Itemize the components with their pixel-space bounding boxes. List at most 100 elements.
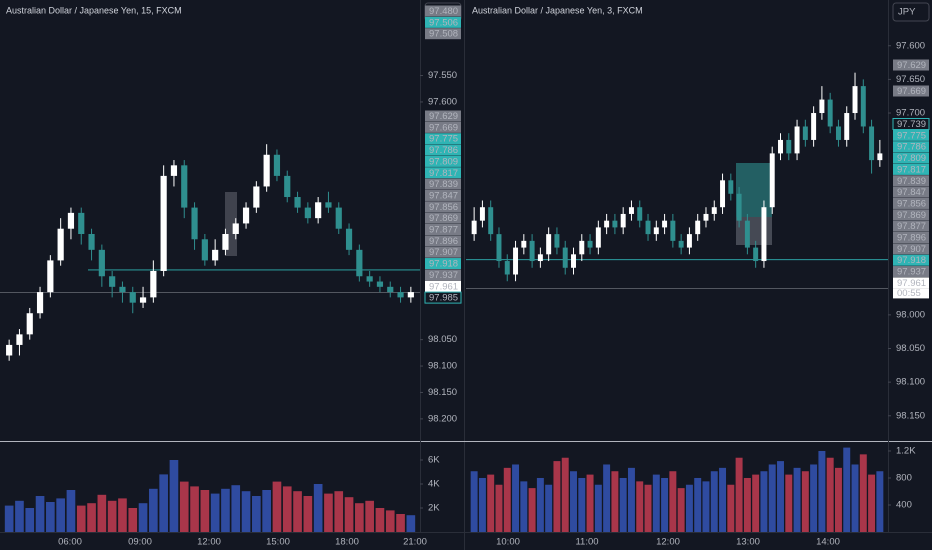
candle-body xyxy=(356,249,363,277)
candle-body xyxy=(869,126,875,161)
volume-bar xyxy=(470,471,478,532)
price-label: 97.907 xyxy=(897,244,926,255)
price-label: 97.896 xyxy=(429,236,458,247)
volume-bar xyxy=(826,457,834,532)
volume-bar xyxy=(818,450,826,532)
candle-body xyxy=(47,260,54,293)
price-label-box xyxy=(424,291,462,304)
candle-body xyxy=(263,154,270,187)
volume-bar xyxy=(200,490,210,532)
price-label: 97.809 xyxy=(897,153,926,164)
volume-bar xyxy=(138,503,148,532)
candle-body xyxy=(325,202,332,208)
price-label-box xyxy=(425,121,461,133)
x-tick-label: 14:00 xyxy=(816,537,840,548)
x-tick-label: 09:00 xyxy=(128,537,152,548)
volume-bar xyxy=(324,493,333,532)
volume-bar xyxy=(810,464,818,532)
volume-bar xyxy=(118,498,127,532)
price-label: 97.918 xyxy=(897,255,926,266)
volume-bar xyxy=(777,461,784,532)
x-tick-label: 06:00 xyxy=(58,537,82,548)
y-tick-label: 98.000 xyxy=(896,309,925,320)
candle-body xyxy=(628,207,634,214)
volume-bar xyxy=(76,505,86,532)
volume-bar xyxy=(210,493,220,532)
volume-tick-label: 2K xyxy=(428,503,440,514)
currency-button[interactable] xyxy=(892,2,930,22)
price-label-box xyxy=(425,167,461,179)
candle-body xyxy=(294,197,301,208)
volume-bar xyxy=(231,485,241,532)
price-label: 97.907 xyxy=(429,247,458,258)
price-label: 97.629 xyxy=(429,111,458,122)
y-tick-label: 98.100 xyxy=(428,361,457,372)
volume-bar xyxy=(528,488,536,532)
candle-body xyxy=(778,139,783,154)
y-tick-label: 98.100 xyxy=(896,377,925,388)
volume-bar xyxy=(282,486,292,532)
volume-bar xyxy=(406,515,416,532)
volume-bar xyxy=(727,484,735,532)
volume-bar xyxy=(694,477,702,532)
price-label-box xyxy=(893,186,929,198)
candle-body xyxy=(753,247,759,262)
price-label-box xyxy=(425,144,461,156)
x-tick-label: 21:00 xyxy=(403,537,427,548)
volume-bar xyxy=(56,498,65,532)
volume-bar xyxy=(97,494,107,532)
countdown-box xyxy=(893,288,929,299)
x-tick-label: 11:00 xyxy=(575,537,598,548)
candle-body xyxy=(88,233,95,250)
volume-bar xyxy=(334,491,344,532)
price-label-box xyxy=(425,178,461,190)
volume-bar xyxy=(768,464,776,532)
candle-body xyxy=(786,139,792,154)
candle-body xyxy=(819,99,825,114)
volume-bar xyxy=(644,484,652,532)
x-tick-label: 10:00 xyxy=(496,537,520,548)
candle-body xyxy=(620,213,626,228)
price-label: 97.869 xyxy=(429,213,458,224)
candle-body xyxy=(78,212,85,234)
price-label: 97.847 xyxy=(897,187,926,198)
y-tick-label: 98.200 xyxy=(428,413,457,424)
volume-bar xyxy=(396,514,405,532)
price-label-box xyxy=(425,269,461,281)
price-label: 97.918 xyxy=(429,259,458,270)
price-label: 97.506 xyxy=(429,17,458,28)
candle-body xyxy=(571,254,576,268)
price-label: 97.739 xyxy=(897,119,926,130)
price-label-box xyxy=(893,85,929,97)
price-label-box xyxy=(893,266,929,278)
price-label-box xyxy=(893,209,929,221)
volume-bar xyxy=(365,500,374,532)
candle-body xyxy=(284,175,291,198)
price-label: 97.896 xyxy=(897,233,926,244)
candle-body xyxy=(139,297,147,303)
price-label-box xyxy=(893,59,929,71)
x-tick-label: 18:00 xyxy=(335,537,359,548)
candle-body xyxy=(579,240,585,255)
volume-bar xyxy=(149,488,158,532)
candle-body xyxy=(711,207,717,214)
candle-body xyxy=(16,334,23,345)
price-label-box xyxy=(893,243,929,255)
volume-tick-label: 400 xyxy=(896,500,912,511)
price-label-box xyxy=(425,235,461,247)
volume-bar xyxy=(710,471,718,532)
volume-bar xyxy=(15,500,24,532)
price-label-box xyxy=(893,277,929,289)
candle-body xyxy=(304,207,311,219)
price-label-box xyxy=(893,175,929,187)
volume-bar xyxy=(478,477,486,532)
symbol-title: Australian Dollar / Japanese Yen, 15, FX… xyxy=(6,5,182,15)
candle-body xyxy=(397,292,404,298)
price-label-box xyxy=(425,28,461,40)
volume-bar xyxy=(859,454,867,532)
volume-bar xyxy=(553,461,561,532)
price-label-box xyxy=(893,129,929,141)
candle-body xyxy=(827,99,833,127)
price-label: 97.775 xyxy=(897,130,926,141)
volume-bar xyxy=(262,490,271,532)
